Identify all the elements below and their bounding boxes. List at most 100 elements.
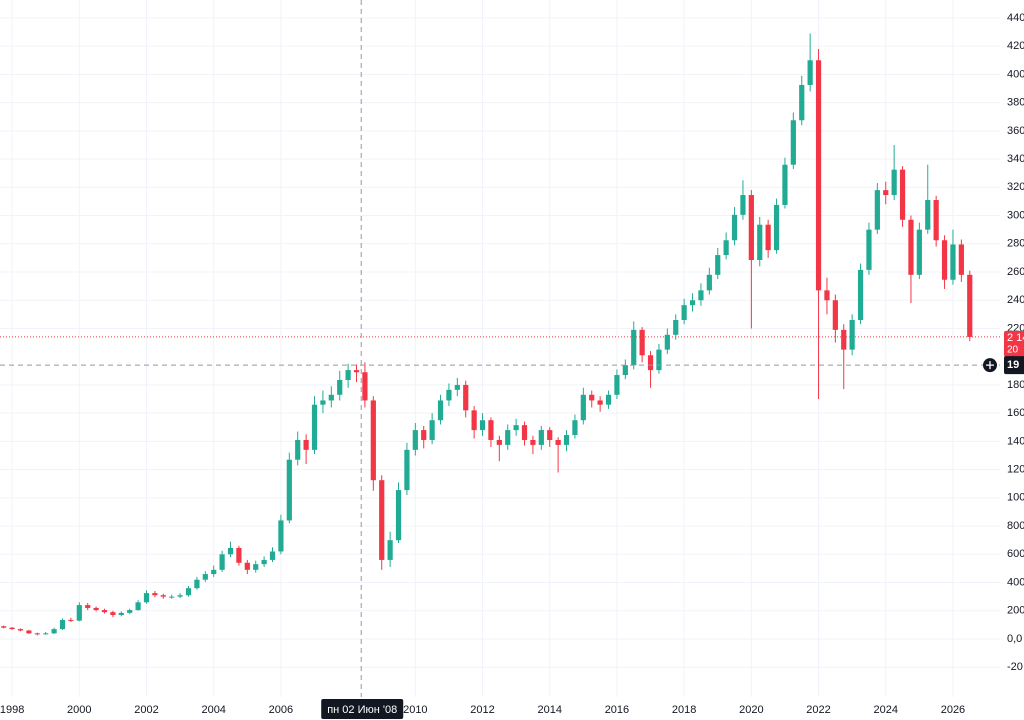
candle-body <box>370 400 376 481</box>
candle-body <box>664 334 670 350</box>
candle-body <box>227 547 234 555</box>
candle-body <box>437 400 444 421</box>
candle-body <box>421 430 427 440</box>
y-tick-label: 260 <box>1007 266 1024 278</box>
candle-body <box>513 425 519 431</box>
candle-body <box>790 120 796 165</box>
candle-body <box>26 630 32 634</box>
candle-body <box>799 84 805 121</box>
candle-body <box>1 626 7 628</box>
candle-body <box>152 593 158 596</box>
y-tick-label: 340 <box>1007 153 1024 165</box>
candle-body <box>698 290 704 301</box>
candle-body <box>538 430 544 445</box>
candle-body <box>454 384 460 390</box>
y-tick-label: 160 <box>1007 407 1024 419</box>
y-tick-label: 240 <box>1007 294 1024 306</box>
x-tick-label: 2004 <box>201 704 225 716</box>
candle-body <box>807 60 813 85</box>
candle-body <box>958 244 964 275</box>
candle-body <box>614 375 620 395</box>
crosshair-price-label: 19 <box>1007 359 1019 371</box>
candle-body <box>93 607 99 611</box>
candle-body <box>261 559 267 565</box>
candle-body <box>757 224 763 260</box>
candle-body <box>244 562 250 570</box>
y-tick-label: 200 <box>1007 605 1024 617</box>
candle-body <box>967 274 973 337</box>
candle-body <box>647 355 654 371</box>
candle-body <box>320 400 326 405</box>
candle-body <box>521 425 528 440</box>
candle-body <box>211 569 217 575</box>
y-tick-label: 800 <box>1007 520 1024 532</box>
candle-body <box>286 459 292 521</box>
candle-body <box>236 547 242 563</box>
candle-body <box>345 370 351 380</box>
y-tick-label: 400 <box>1007 576 1024 588</box>
candle-body <box>127 610 133 613</box>
candle-body <box>782 164 788 205</box>
candle-body <box>673 319 679 335</box>
crosshair-date-label: пн 02 Июн '08 <box>327 704 397 716</box>
y-tick-label: 600 <box>1007 548 1024 560</box>
candle-body <box>219 554 225 570</box>
candle-body <box>118 612 124 615</box>
candle-body <box>555 439 561 445</box>
candle-body <box>177 595 183 597</box>
candle-body <box>622 365 628 376</box>
candle-body <box>715 255 721 275</box>
candle-body <box>740 195 746 215</box>
candle-body <box>824 290 830 301</box>
candle-body <box>748 195 754 260</box>
x-tick-label: 2014 <box>537 704 561 716</box>
candle-body <box>9 627 15 630</box>
y-tick-label: 380 <box>1007 97 1024 109</box>
candle-body <box>899 169 906 220</box>
candle-body <box>17 629 24 631</box>
candle-body <box>773 204 780 251</box>
x-tick-label: 2006 <box>269 704 293 716</box>
candle-body <box>34 633 40 635</box>
x-tick-label: 2020 <box>739 704 763 716</box>
candle-body <box>765 224 771 251</box>
candle-body <box>496 439 502 445</box>
candle-body <box>874 190 880 230</box>
y-tick-label: 0,0 <box>1007 633 1022 645</box>
candle-body <box>463 384 469 411</box>
candle-body <box>194 579 200 589</box>
crosshair-price-box <box>1004 356 1024 375</box>
y-tick-label: 100 <box>1007 492 1024 504</box>
candle-body <box>337 379 343 395</box>
candle-body <box>471 410 477 431</box>
candle-body <box>59 619 66 630</box>
candle-body <box>815 60 822 291</box>
plus-icon <box>986 361 994 370</box>
candle-body <box>505 430 511 445</box>
y-tick-label: 320 <box>1007 181 1024 193</box>
candle-body <box>488 420 494 440</box>
candle-body <box>253 564 259 570</box>
y-tick-label: 440 <box>1007 12 1024 24</box>
candle-body <box>891 169 897 196</box>
x-tick-label: 2012 <box>470 704 494 716</box>
last-price-label: 2 14 <box>1007 332 1024 344</box>
x-tick-label: 2026 <box>941 704 965 716</box>
candle-body <box>387 540 393 560</box>
candle-body <box>169 596 175 598</box>
candle-body <box>143 593 150 603</box>
y-tick-label: 300 <box>1007 209 1024 221</box>
candle-body <box>446 389 452 401</box>
candle-body <box>429 420 435 440</box>
candle-body <box>589 394 595 401</box>
candle-body <box>723 240 729 256</box>
y-tick-label: 180 <box>1007 379 1024 391</box>
candle-body <box>68 619 74 621</box>
candle-body <box>76 605 82 621</box>
candle-body <box>547 430 553 440</box>
candle-body <box>656 349 662 371</box>
candle-body <box>185 588 192 596</box>
candle-body <box>925 200 931 230</box>
